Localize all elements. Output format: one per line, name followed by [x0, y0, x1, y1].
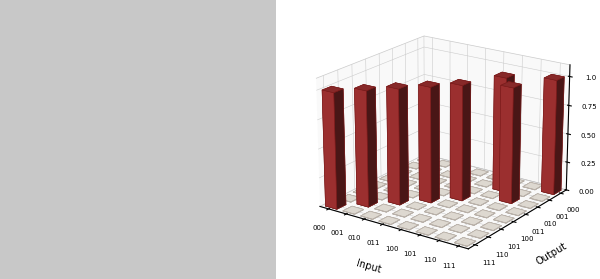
X-axis label: Input: Input [355, 259, 382, 275]
Y-axis label: Output: Output [535, 240, 569, 266]
